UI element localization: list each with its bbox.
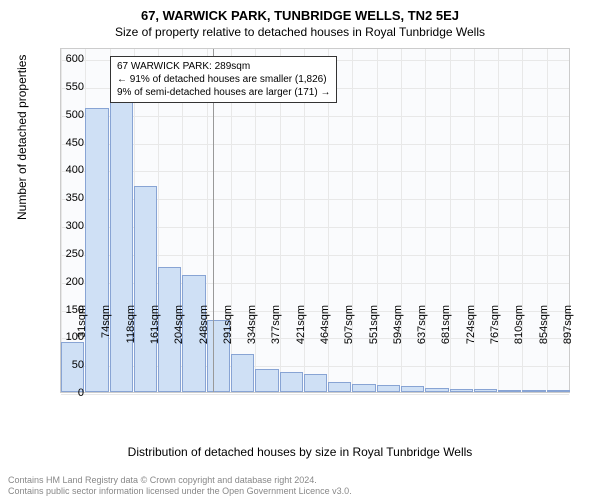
info-line-2: ← 91% of detached houses are smaller (1,… [117, 73, 330, 86]
chart-title-main: 67, WARWICK PARK, TUNBRIDGE WELLS, TN2 5… [0, 0, 600, 23]
x-tick-label: 724sqm [465, 305, 477, 350]
x-tick-label: 74sqm [100, 305, 112, 350]
bar [547, 390, 570, 392]
y-tick-label: 500 [44, 109, 84, 121]
bar [474, 389, 497, 392]
y-tick-label: 0 [44, 387, 84, 399]
x-tick-label: 637sqm [416, 305, 428, 350]
x-tick-label: 854sqm [538, 305, 550, 350]
bar [450, 389, 473, 392]
y-tick-label: 250 [44, 248, 84, 260]
bar [522, 390, 545, 392]
x-tick-label: 334sqm [246, 305, 258, 350]
x-tick-label: 421sqm [295, 305, 307, 350]
y-tick-label: 400 [44, 164, 84, 176]
grid-line-horizontal [61, 116, 569, 117]
y-tick-label: 350 [44, 192, 84, 204]
x-tick-label: 248sqm [198, 305, 210, 350]
x-tick-label: 594sqm [392, 305, 404, 350]
x-tick-label: 31sqm [76, 305, 88, 350]
x-tick-label: 507sqm [343, 305, 355, 350]
grid-line-horizontal [61, 171, 569, 172]
x-tick-label: 551sqm [368, 305, 380, 350]
bar [352, 384, 375, 392]
info-box: 67 WARWICK PARK: 289sqm ← 91% of detache… [110, 56, 337, 103]
info-line-1: 67 WARWICK PARK: 289sqm [117, 60, 330, 73]
info-line-3: 9% of semi-detached houses are larger (1… [117, 86, 330, 99]
grid-line-horizontal [61, 394, 569, 395]
y-tick-label: 50 [44, 359, 84, 371]
bar [231, 354, 254, 392]
y-axis-title: Number of detached properties [15, 55, 29, 220]
bar [498, 390, 521, 392]
footer: Contains HM Land Registry data © Crown c… [8, 475, 352, 498]
x-tick-label: 767sqm [489, 305, 501, 350]
footer-line-1: Contains HM Land Registry data © Crown c… [8, 475, 352, 487]
grid-line-horizontal [61, 144, 569, 145]
bar [280, 372, 303, 392]
x-tick-label: 897sqm [562, 305, 574, 350]
x-tick-label: 810sqm [513, 305, 525, 350]
bar [255, 369, 278, 392]
bar [377, 385, 400, 392]
x-tick-label: 204sqm [173, 305, 185, 350]
x-tick-label: 377sqm [270, 305, 282, 350]
y-tick-label: 550 [44, 81, 84, 93]
bar [328, 382, 351, 392]
bar [401, 386, 424, 392]
footer-line-2: Contains public sector information licen… [8, 486, 352, 498]
x-tick-label: 118sqm [125, 305, 137, 350]
x-axis-title: Distribution of detached houses by size … [0, 445, 600, 459]
chart-title-sub: Size of property relative to detached ho… [0, 23, 600, 45]
bar [304, 374, 327, 392]
y-tick-label: 300 [44, 220, 84, 232]
y-tick-label: 200 [44, 276, 84, 288]
bar [425, 388, 448, 392]
x-tick-label: 681sqm [440, 305, 452, 350]
x-tick-label: 464sqm [319, 305, 331, 350]
x-tick-label: 161sqm [149, 305, 161, 350]
bar [134, 186, 157, 392]
x-tick-label: 291sqm [222, 305, 234, 350]
y-tick-label: 450 [44, 137, 84, 149]
y-tick-label: 600 [44, 53, 84, 65]
